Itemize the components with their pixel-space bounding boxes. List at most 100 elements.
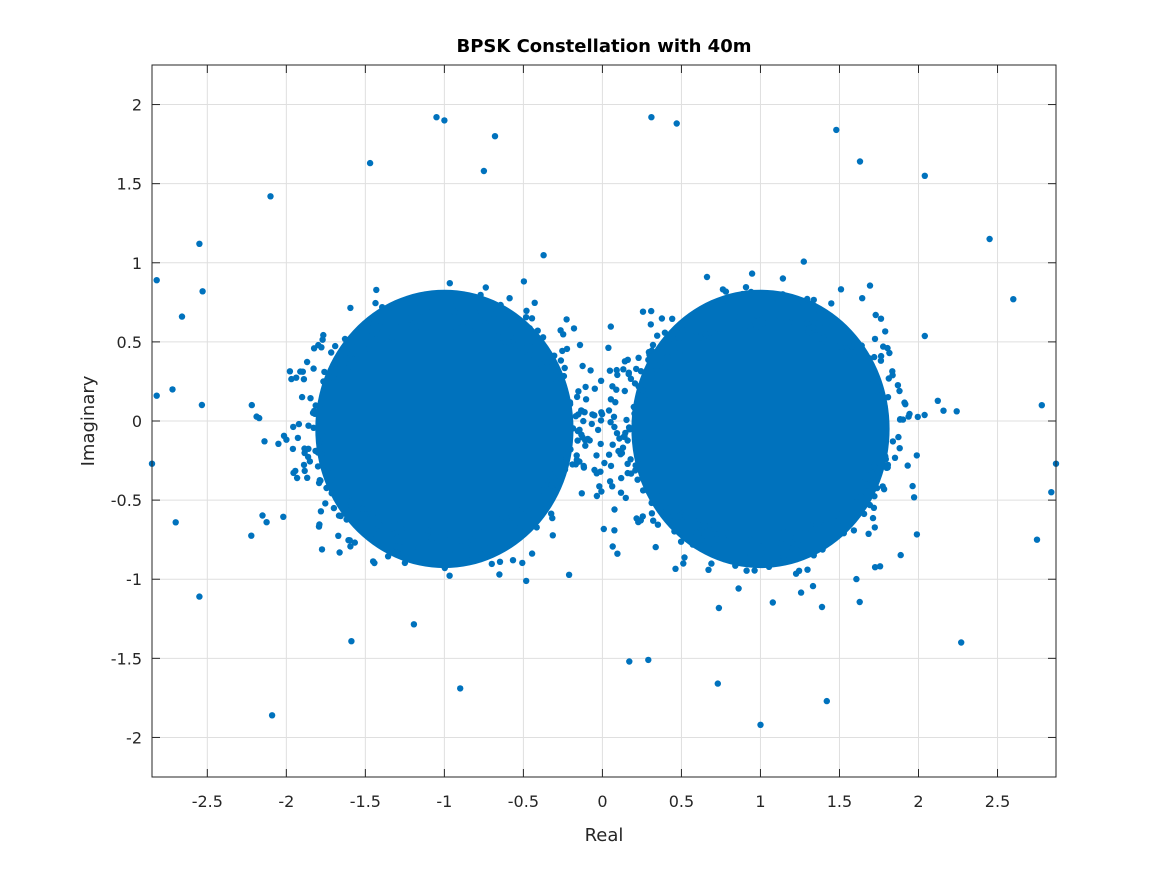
data-point xyxy=(336,549,343,556)
data-point xyxy=(771,316,778,323)
data-point xyxy=(850,349,858,357)
data-point xyxy=(889,438,897,445)
data-point xyxy=(398,537,405,545)
data-point xyxy=(321,392,328,400)
data-point xyxy=(797,589,805,596)
data-point xyxy=(747,536,754,543)
data-point xyxy=(169,386,176,393)
data-point xyxy=(880,343,887,350)
data-point xyxy=(851,338,858,346)
data-point xyxy=(910,494,918,501)
data-point xyxy=(622,429,629,437)
data-point xyxy=(854,365,862,372)
x-tick-label: 1 xyxy=(755,792,765,811)
data-point xyxy=(570,325,578,332)
data-point xyxy=(779,291,786,298)
data-point xyxy=(457,543,465,550)
data-point xyxy=(496,571,503,578)
data-point xyxy=(724,324,731,331)
data-point xyxy=(803,302,810,310)
data-point xyxy=(516,525,523,532)
data-point xyxy=(459,323,467,330)
data-point xyxy=(758,550,765,557)
data-point xyxy=(823,697,830,705)
x-axis-label: Real xyxy=(585,825,624,846)
data-point xyxy=(894,382,902,389)
data-point xyxy=(879,483,886,490)
data-point xyxy=(335,366,343,373)
data-point xyxy=(676,334,683,341)
x-tick-label: 2.5 xyxy=(985,792,1010,811)
data-point xyxy=(356,499,364,506)
data-point xyxy=(587,367,594,374)
data-point xyxy=(491,133,499,140)
data-point xyxy=(289,445,297,453)
data-point xyxy=(672,497,679,504)
data-point xyxy=(828,300,835,307)
data-point xyxy=(634,444,641,451)
data-point xyxy=(707,546,714,553)
data-point xyxy=(521,345,529,353)
data-point xyxy=(697,333,704,341)
data-point xyxy=(409,542,416,549)
data-point xyxy=(324,467,331,475)
data-point xyxy=(1010,296,1017,303)
data-point xyxy=(363,332,371,340)
data-point xyxy=(639,308,647,315)
data-point xyxy=(316,477,323,484)
data-point xyxy=(878,426,885,433)
data-point xyxy=(472,326,479,333)
data-point xyxy=(885,375,892,382)
data-point xyxy=(359,505,366,513)
data-point xyxy=(779,275,787,282)
data-point xyxy=(366,159,374,167)
data-point xyxy=(812,525,819,533)
data-point xyxy=(580,462,587,470)
data-point xyxy=(631,436,639,443)
data-point xyxy=(498,334,505,341)
data-point xyxy=(295,420,303,428)
data-point xyxy=(652,543,659,551)
data-point xyxy=(869,470,876,477)
data-point xyxy=(306,458,314,465)
data-point xyxy=(591,466,598,474)
data-point xyxy=(800,258,807,265)
data-point xyxy=(739,320,746,327)
data-point xyxy=(713,535,720,543)
data-point xyxy=(320,378,327,385)
data-point xyxy=(635,383,642,390)
data-point xyxy=(663,513,670,520)
data-point xyxy=(388,531,396,539)
data-point xyxy=(680,560,687,567)
data-point xyxy=(299,368,306,375)
data-point xyxy=(327,484,335,491)
data-point xyxy=(582,442,589,449)
data-point xyxy=(821,328,828,335)
data-point xyxy=(852,504,859,512)
y-tick-label: 1 xyxy=(132,254,142,273)
data-point xyxy=(317,508,325,515)
data-point xyxy=(582,437,589,444)
data-point xyxy=(611,423,618,431)
data-point xyxy=(319,336,326,343)
data-point xyxy=(624,437,631,444)
data-point xyxy=(795,567,803,574)
data-point xyxy=(705,566,712,573)
data-point xyxy=(743,567,750,574)
data-point xyxy=(625,370,632,378)
data-point xyxy=(597,468,604,475)
data-point xyxy=(549,514,556,522)
data-point xyxy=(172,519,179,526)
data-points xyxy=(148,114,1060,728)
data-point xyxy=(856,158,864,165)
data-point xyxy=(747,323,754,330)
data-point xyxy=(810,310,817,317)
data-point xyxy=(620,366,627,373)
data-point xyxy=(906,410,913,418)
data-point xyxy=(777,305,784,313)
data-point xyxy=(526,351,533,358)
data-point xyxy=(591,385,598,392)
data-point xyxy=(446,572,453,579)
data-point xyxy=(636,461,643,468)
data-point xyxy=(540,252,547,259)
